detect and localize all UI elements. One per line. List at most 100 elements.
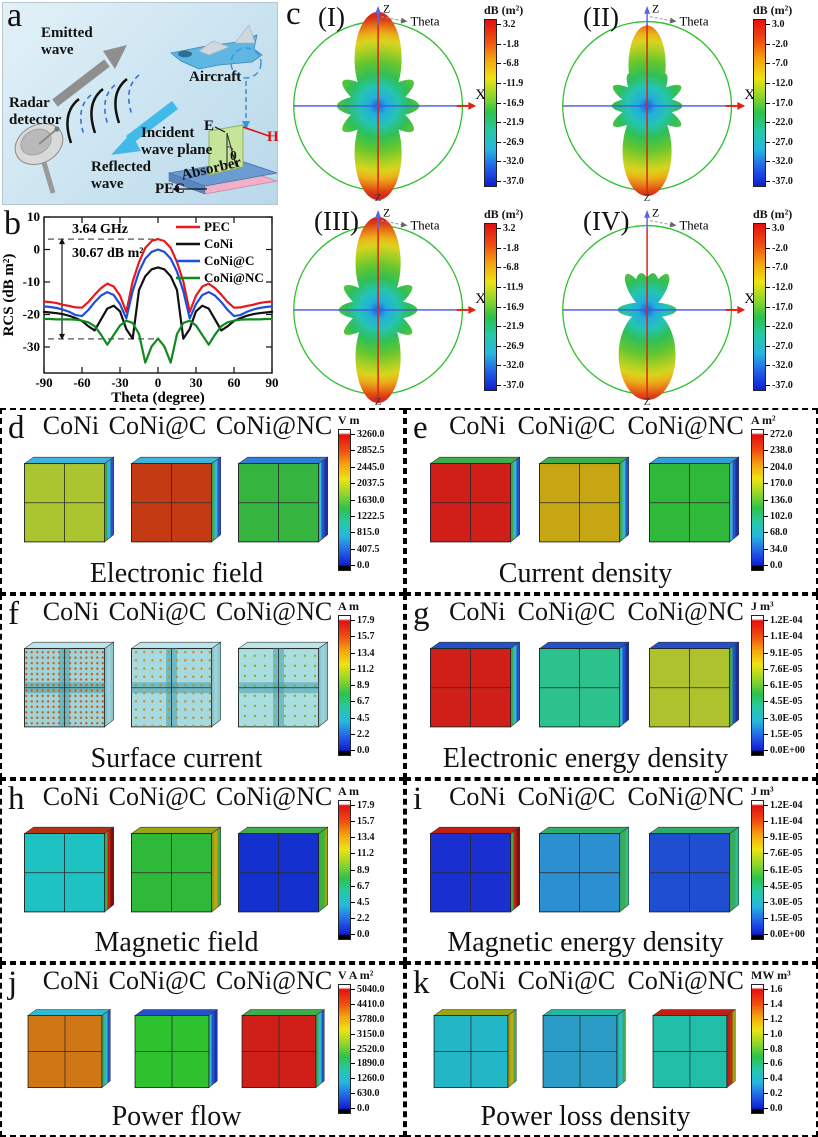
material-blocks — [2, 996, 337, 1101]
colorbar-tick-dash — [764, 869, 768, 871]
colorbar-tick: 1.2E-04 — [764, 800, 805, 811]
colorbar-tick-label: 15.7 — [357, 631, 375, 643]
svg-text:60: 60 — [228, 375, 241, 390]
colorbar-tick-dash — [764, 532, 768, 534]
colorbar-tick-label: -32.0 — [772, 156, 793, 168]
colorbar-unit: V A m² — [338, 968, 374, 982]
wave-arc-dashed — [127, 74, 140, 116]
colorbar-tick-label: 4.5E-05 — [770, 696, 803, 708]
colorbar-gradient — [484, 223, 497, 391]
material-blocks — [2, 812, 337, 927]
material-label: CoNi — [449, 411, 506, 440]
material-label: CoNi@C — [517, 782, 616, 811]
colorbar-unit: V m — [338, 413, 360, 427]
colorbar: dB (m²) 3.0 -2.0 -7.0 -12.0 -17.0 -22.0 -27.0 -3… — [753, 3, 815, 187]
colorbar-tick: 0.6 — [764, 1058, 783, 1069]
svg-text:Z: Z — [383, 207, 390, 220]
colorbar-tick-label: -7.0 — [772, 262, 788, 274]
sim-panel-d: d CoNi CoNi@C CoNi@NC Electronic field V m 326… — [0, 408, 405, 594]
colorbar-tick-label: 0.0E+00 — [770, 745, 805, 756]
colorbar-tick-dash — [351, 466, 355, 468]
material-block — [648, 641, 740, 728]
colorbar-tick-label: 68.0 — [770, 527, 788, 539]
colorbar-tick-dash — [764, 750, 768, 751]
colorbar-tick-label: 3260.0 — [357, 429, 385, 440]
colorbar-tick-dash — [764, 1108, 768, 1109]
colorbar-tick-label: 1.1E-04 — [770, 816, 803, 828]
colorbar-gradient — [751, 615, 764, 756]
colorbar-tick: 2445.0 — [351, 462, 385, 473]
colorbar-tick-dash — [764, 668, 768, 670]
svg-text:X: X — [744, 87, 755, 103]
colorbar-tick-label: -37.0 — [772, 176, 793, 187]
colorbar-tick: 0.4 — [764, 1073, 783, 1084]
colorbar-tick: -37.0 — [497, 380, 524, 391]
material-label: CoNi@C — [108, 782, 207, 811]
colorbar-tick-label: 3.2 — [503, 19, 516, 30]
colorbar-tick-dash — [351, 853, 355, 855]
colorbar-tick-label: 3.2 — [503, 223, 516, 234]
colorbar-tick-dash — [497, 306, 501, 308]
colorbar-tick-dash — [764, 685, 768, 686]
material-label: CoNi@C — [517, 411, 616, 440]
svg-text:Z: Z — [375, 396, 382, 408]
pec-label: PEC — [155, 181, 185, 197]
colorbar-tick: 0.0E+00 — [764, 929, 805, 940]
reflected-wave-arrow — [125, 101, 179, 144]
colorbar-tick: 11.2 — [351, 848, 375, 859]
sim-panel-k: k CoNi CoNi@C CoNi@NC Power loss density MW m… — [405, 963, 818, 1137]
radiation-pattern-plot: Z Theta X Z — [293, 207, 486, 408]
colorbar-tick-label: 3.0E-05 — [770, 896, 803, 908]
colorbar-tick-label: 1260.0 — [357, 1073, 385, 1085]
colorbar-tick: -32.0 — [497, 156, 524, 167]
colorbar-tick: -7.0 — [766, 58, 793, 69]
colorbar-tick-label: 11.2 — [357, 663, 374, 675]
panel-caption: Power flow — [111, 1101, 242, 1132]
colorbar-tick: 1.5E-05 — [764, 913, 805, 924]
colorbar-gradient — [753, 223, 766, 391]
colorbar-tick: -11.9 — [497, 282, 524, 293]
colorbar-tick-label: 3.0 — [772, 19, 785, 30]
colorbar-tick-dash — [766, 326, 770, 328]
colorbar-tick-label: 7.6E-05 — [770, 663, 803, 675]
subpanel-id: (IV) — [583, 206, 630, 236]
svg-text:X: X — [744, 291, 755, 307]
material-block — [237, 456, 329, 542]
colorbar-tick-dash — [351, 1108, 355, 1109]
material-labels: CoNi CoNi@C CoNi@NC — [2, 411, 337, 441]
panel-c-letter: c — [286, 0, 301, 32]
material-label: CoNi@C — [517, 597, 616, 626]
colorbar-tick-dash — [766, 385, 770, 386]
colorbar-tick-label: 9.1E-05 — [770, 832, 803, 844]
svg-text:30: 30 — [190, 375, 203, 390]
sim-panel-e: e CoNi CoNi@C CoNi@NC Current density A m² 272… — [405, 408, 818, 594]
colorbar-tick: -2.0 — [766, 39, 793, 50]
colorbar-tick-dash — [351, 1063, 355, 1065]
svg-text:3.64 GHz: 3.64 GHz — [72, 222, 128, 237]
colorbar-tick-dash — [497, 365, 501, 367]
colorbar-tick: -17.0 — [766, 302, 793, 313]
colorbar-tick: 272.0 — [764, 429, 793, 440]
colorbar-tick-label: -12.0 — [772, 281, 793, 293]
material-block — [539, 641, 631, 728]
colorbar-tick-dash — [764, 1078, 768, 1080]
colorbar-tick: 0.0 — [351, 1103, 385, 1114]
material-block — [648, 826, 740, 912]
material-label: CoNi — [42, 597, 100, 626]
colorbar-tick: -12.0 — [766, 282, 793, 293]
reflected-wave-label: Reflected wave — [91, 159, 151, 193]
colorbar-tick-label: -22.0 — [772, 117, 793, 129]
colorbar-tick: 3780.0 — [351, 1014, 385, 1025]
colorbar-tick-label: 0.0 — [357, 745, 370, 756]
colorbar-tick-dash — [764, 821, 768, 823]
panel-i-letter: i — [413, 781, 423, 817]
colorbar-tick-dash — [497, 161, 501, 163]
radar-detector-label: Radar detector — [9, 95, 62, 129]
colorbar-tick: 3.0 — [766, 223, 793, 234]
colorbar-tick-dash — [497, 267, 501, 269]
subpanel-id: (II) — [583, 2, 619, 32]
zoom-dashed-arrowhead — [242, 121, 250, 130]
colorbar-tick: 1260.0 — [351, 1073, 385, 1084]
colorbar-tick-dash — [351, 869, 355, 871]
subpanel-id: (I) — [318, 2, 345, 32]
